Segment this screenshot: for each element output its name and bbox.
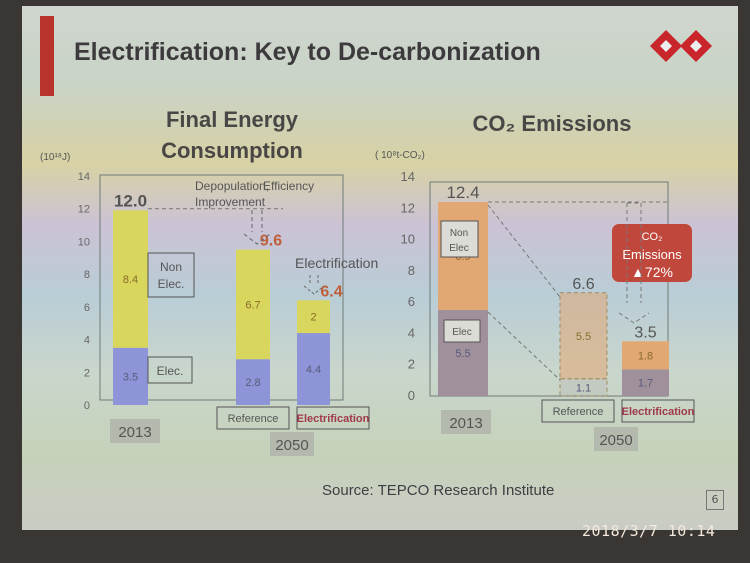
category-2050-bg <box>270 432 314 456</box>
bar-elec--electrification <box>297 333 330 405</box>
category-box <box>541 399 615 423</box>
y-tick-label: 8 <box>408 263 415 278</box>
category-group-label: 2050 <box>599 432 632 449</box>
company-logo <box>650 30 712 62</box>
callout-text: CO₂ <box>642 231 663 243</box>
category-box <box>216 406 290 430</box>
total-label: 3.5 <box>634 324 656 341</box>
bar-value-label: 2.8 <box>245 377 260 389</box>
bar-non-elec--2013 <box>113 210 148 348</box>
arrow-down-icon <box>243 210 271 245</box>
arrow-down-icon <box>618 202 650 324</box>
callout-text: Emissions <box>622 247 682 262</box>
annotation-depopulation: Improvement <box>195 195 266 209</box>
chart-title-energy: Final Energy Consumption <box>161 107 303 163</box>
bar-elec--reference <box>236 359 270 405</box>
category-label: Electrification <box>622 406 695 418</box>
category-label: 2013 <box>118 424 151 441</box>
category-box <box>296 406 370 430</box>
category-2013-bg <box>441 410 491 434</box>
annotation-depopulation: Efficiency <box>263 179 314 193</box>
bar-value-label: 6.7 <box>245 299 260 311</box>
y-tick-label: 4 <box>408 325 415 340</box>
legend-box-elec <box>147 356 193 384</box>
y-tick-label: 12 <box>78 204 90 216</box>
y-tick-label: 2 <box>84 367 90 379</box>
y-tick-label: 14 <box>401 169 415 184</box>
y-tick-label: 6 <box>408 294 415 309</box>
bar-elec--2013 <box>113 347 148 405</box>
y-tick-label: 6 <box>84 302 90 314</box>
y-tick-label: 12 <box>401 200 415 215</box>
callout-text: ▲72% <box>631 264 673 280</box>
y-axis-unit: (10¹⁸J) <box>40 152 70 163</box>
legend-box-elec <box>443 319 481 343</box>
category-2013-bg <box>110 419 160 443</box>
total-label: 12.0 <box>114 191 147 210</box>
bar-non-elec-reference <box>559 292 608 380</box>
legend-box-non-elec <box>147 252 195 298</box>
plot-frame <box>429 181 669 397</box>
bar-value-label: 4.4 <box>306 364 321 376</box>
legend-box-non-elec <box>440 220 479 258</box>
slide-title: Electrification: Key to De-carbonization <box>74 38 541 66</box>
annotation-depopulation: Depopulation, <box>195 179 269 193</box>
y-tick-label: 8 <box>84 269 90 281</box>
legend-label: Elec. <box>157 364 184 378</box>
total-label: 9.6 <box>260 233 282 250</box>
category-label: 2013 <box>449 415 482 432</box>
bar-non-elec-electrification <box>622 341 669 370</box>
y-tick-label: 4 <box>84 335 90 347</box>
legend-label: Elec. <box>158 277 185 291</box>
category-label: Reference <box>553 406 604 418</box>
y-tick-label: 2 <box>408 357 415 372</box>
chart-title-co2: CO₂ Emissions <box>472 111 632 136</box>
source-note: Source: TEPCO Research Institute <box>322 482 555 499</box>
connector-line <box>487 204 561 381</box>
category-label: Electrification <box>297 413 370 425</box>
total-label: 6.6 <box>572 276 594 293</box>
page-number: 6 <box>706 490 724 510</box>
callout-co2-reduction <box>612 224 692 282</box>
y-tick-label: 10 <box>78 236 90 248</box>
bar-value-label: 1.1 <box>576 382 591 394</box>
arrow-down-icon <box>303 275 325 295</box>
y-tick-label: 0 <box>84 400 90 412</box>
bar-value-label: 2 <box>310 312 316 324</box>
annotation-electrification: Electrification <box>295 255 378 271</box>
category-group-label: 2050 <box>275 437 308 454</box>
total-label: 12.4 <box>446 183 479 202</box>
bar-value-label: 1.8 <box>638 350 653 362</box>
plot-frame <box>99 174 344 401</box>
bar-value-label: 8.4 <box>123 274 138 286</box>
bar-value-label: 1.7 <box>638 378 653 390</box>
y-tick-label: 10 <box>401 232 415 247</box>
total-label: 6.4 <box>320 283 342 300</box>
bar-non-elec--electrification <box>297 300 330 334</box>
bar-elec-electrification <box>622 369 669 396</box>
y-axis-unit: ( 10⁸t-CO₂) <box>375 150 425 161</box>
legend-label: Non <box>160 260 182 274</box>
legend-label: Elec <box>449 243 468 254</box>
bar-value-label: 5.5 <box>576 331 591 343</box>
category-box <box>621 399 695 423</box>
y-tick-label: 0 <box>408 388 415 403</box>
photo-timestamp: 2018/3/7 10:14 <box>582 522 716 540</box>
category-label: Reference <box>228 413 279 425</box>
legend-label: Elec <box>452 327 471 338</box>
bar-value-label: 5.5 <box>455 348 470 360</box>
legend-label: Non <box>450 228 468 239</box>
y-tick-label: 14 <box>78 171 90 183</box>
accent-bar <box>40 16 54 96</box>
bar-non-elec--reference <box>236 249 270 360</box>
category-2050-bg <box>594 427 638 451</box>
bar-value-label: 3.5 <box>123 371 138 383</box>
